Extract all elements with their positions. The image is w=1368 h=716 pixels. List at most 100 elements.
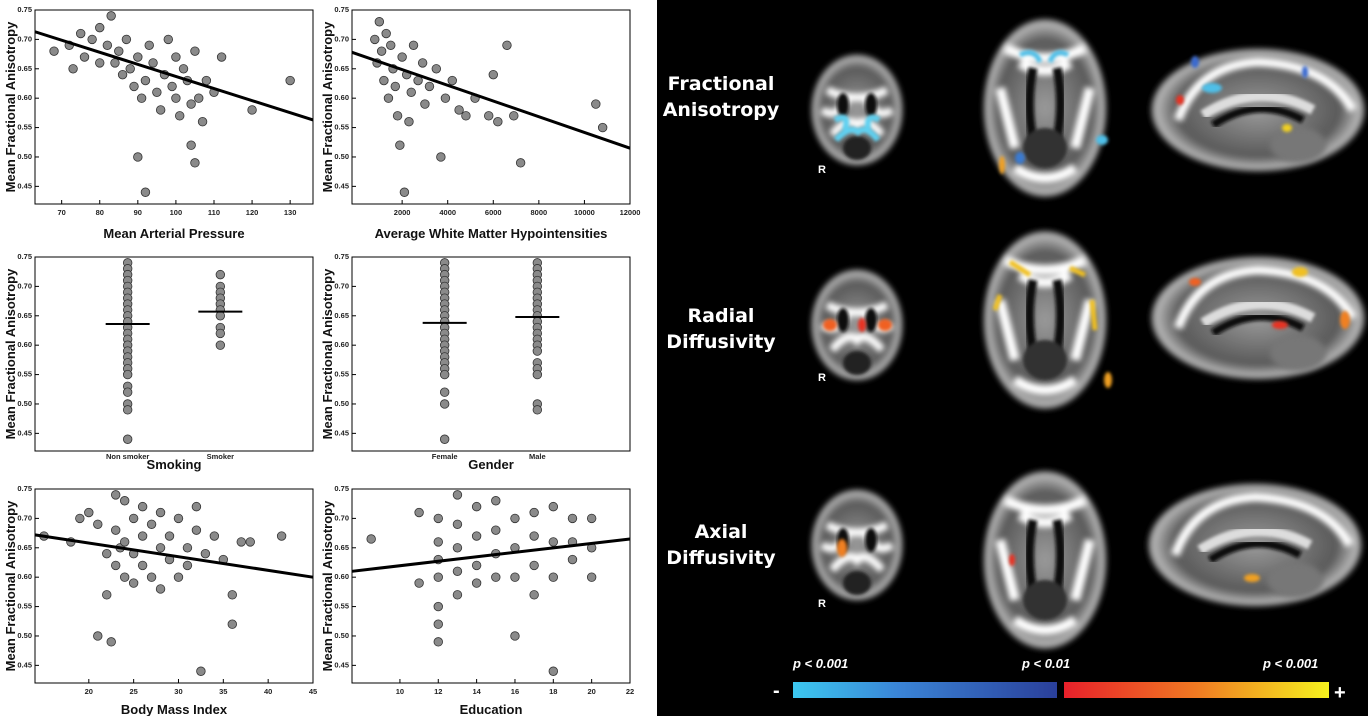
data-point (198, 117, 207, 126)
x-tick-label: 30 (174, 687, 182, 696)
row-label-line: Axial (695, 521, 748, 543)
data-point (455, 106, 464, 115)
data-point (509, 112, 518, 121)
data-point (587, 573, 596, 582)
data-point (511, 514, 520, 523)
data-point (440, 400, 449, 409)
x-tick-label: 12000 (620, 208, 641, 217)
data-point (367, 535, 376, 544)
x-axis-label: Average White Matter Hypointensities (375, 226, 608, 241)
data-point (472, 502, 481, 511)
data-point (533, 406, 542, 415)
data-point (440, 435, 449, 444)
data-point (164, 35, 173, 44)
data-point (228, 620, 237, 629)
y-tick-label: 0.65 (334, 311, 349, 320)
data-point (286, 76, 295, 85)
y-tick-label: 0.70 (334, 513, 349, 522)
data-point (192, 502, 201, 511)
data-point (448, 76, 457, 85)
y-tick-label: 0.45 (17, 181, 32, 190)
x-tick-label: 12 (434, 687, 442, 696)
data-point (216, 341, 225, 350)
x-tick-label: 4000 (439, 208, 456, 217)
data-point (183, 561, 192, 570)
data-point (120, 573, 129, 582)
row-label-line: Anisotropy (663, 99, 780, 121)
data-point (453, 567, 462, 576)
y-tick-label: 0.65 (334, 543, 349, 552)
data-point (530, 508, 539, 517)
data-point (141, 76, 150, 85)
data-point (50, 47, 59, 56)
data-point (102, 591, 111, 600)
data-point (432, 64, 441, 73)
x-tick-label: Smoker (207, 452, 235, 461)
data-point (489, 70, 498, 79)
y-tick-label: 0.45 (17, 660, 32, 669)
y-axis-label: Mean Fractional Anisotropy (320, 500, 335, 671)
data-point (434, 514, 443, 523)
x-axis-label: Mean Arterial Pressure (103, 226, 244, 241)
data-point (598, 123, 607, 132)
data-point (107, 638, 116, 647)
data-point (111, 491, 120, 500)
y-tick-label: 0.55 (334, 370, 349, 379)
x-tick-label: 120 (246, 208, 259, 217)
data-point (147, 520, 156, 529)
data-point (76, 29, 85, 38)
data-point (129, 579, 138, 588)
data-point (382, 29, 391, 38)
y-tick-label: 0.75 (17, 484, 32, 493)
data-point (393, 112, 402, 121)
x-axis-label: Gender (468, 457, 514, 472)
data-point (434, 638, 443, 647)
data-point (168, 82, 177, 91)
data-point (107, 12, 116, 21)
y-axis-label: Mean Fractional Anisotropy (3, 500, 18, 671)
y-tick-label: 0.45 (334, 181, 349, 190)
data-point (141, 188, 150, 197)
row-label-line: Diffusivity (666, 547, 776, 569)
y-tick-label: 0.65 (334, 64, 349, 73)
data-point (440, 370, 449, 379)
data-point (120, 538, 129, 547)
data-point (384, 94, 393, 103)
data-point (216, 270, 225, 279)
data-point (147, 573, 156, 582)
data-point (95, 23, 104, 32)
colorbar-label: p < 0.001 (1262, 656, 1318, 671)
y-tick-label: 0.60 (17, 340, 32, 349)
colorbar-label: p < 0.01 (1021, 656, 1070, 671)
data-point (472, 561, 481, 570)
data-point (370, 35, 379, 44)
data-point (400, 188, 409, 197)
x-tick-label: 130 (284, 208, 297, 217)
data-point (409, 41, 418, 50)
data-point (172, 53, 181, 62)
y-tick-label: 0.75 (334, 252, 349, 261)
plot-frame (35, 257, 313, 451)
data-point (277, 532, 286, 541)
data-point (587, 514, 596, 523)
x-tick-label: Male (529, 452, 546, 461)
x-tick-label: 90 (134, 208, 142, 217)
data-point (191, 159, 200, 168)
y-tick-label: 0.70 (334, 281, 349, 290)
data-point (149, 59, 158, 68)
y-tick-label: 0.50 (17, 631, 32, 640)
data-point (187, 141, 196, 150)
data-point (568, 514, 577, 523)
y-tick-label: 0.50 (334, 399, 349, 408)
data-point (210, 532, 219, 541)
y-tick-label: 0.45 (17, 428, 32, 437)
data-point (415, 508, 424, 517)
x-axis-label: Smoking (147, 457, 202, 472)
data-point (386, 41, 395, 50)
data-point (111, 59, 120, 68)
data-point (153, 88, 162, 97)
y-tick-label: 0.75 (17, 5, 32, 14)
x-axis-label: Body Mass Index (121, 702, 228, 716)
